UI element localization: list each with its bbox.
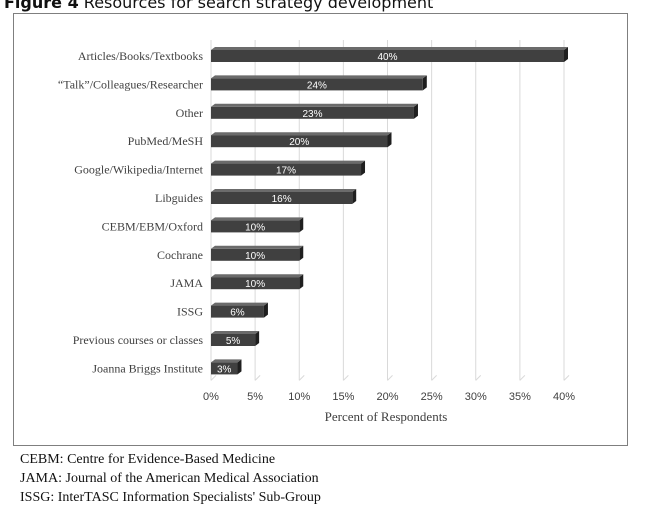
gridlines (210, 40, 570, 381)
bar-top (211, 331, 260, 334)
category-label: CEBM/EBM/Oxford (102, 219, 203, 233)
x-tick-labels: 0% 5% 10% 15% 20% 25% 30% 35% 40% (203, 391, 575, 403)
bar-top (211, 75, 427, 79)
data-label: 10% (245, 251, 265, 262)
bar-chart: 40% 24% 23% 20% 17% 16% 10% 10% 10% 6% 5% 3% Articl… (58, 40, 575, 424)
bar (211, 334, 256, 346)
gridline-depth (475, 375, 482, 381)
bar (211, 277, 300, 290)
footnotes: CEBM: Centre for Evidence-Based Medicine… (20, 450, 321, 507)
gridline-depth (431, 375, 437, 381)
data-label: 16% (272, 194, 292, 205)
data-label: 20% (289, 137, 309, 148)
bar (211, 220, 300, 233)
footnote-issg: ISSG: InterTASC Information Specialists'… (20, 490, 321, 505)
x-tick-label: 25% (421, 391, 443, 403)
gridline-depth (210, 375, 217, 381)
bar (211, 78, 423, 91)
bar-top (211, 160, 366, 164)
x-tick-label: 35% (509, 391, 531, 403)
data-label: 17% (276, 166, 296, 177)
bar-top (211, 302, 268, 306)
bar-side (361, 160, 366, 176)
figure-caption: Resources for search strategy developmen… (83, 0, 434, 12)
bar-side (422, 75, 427, 91)
bar (211, 106, 414, 119)
category-labels: Articles/Books/Textbooks “Talk”/Colleague… (58, 49, 204, 375)
category-label: “Talk”/Colleagues/Researcher (58, 77, 203, 91)
x-tick-label: 15% (332, 391, 354, 403)
category-label: Libguides (155, 191, 203, 205)
x-tick-label: 20% (376, 391, 398, 403)
data-label: 23% (302, 109, 322, 120)
category-label: ISSG (177, 305, 203, 319)
category-label: PubMed/MeSH (128, 134, 204, 148)
footnote-jama: JAMA: Journal of the American Medical As… (20, 471, 319, 486)
gridline-depth (387, 375, 393, 381)
bar-top (211, 47, 568, 50)
data-label: 24% (307, 80, 327, 91)
category-label: JAMA (170, 276, 203, 290)
bar-side (564, 47, 568, 62)
x-tick-label: 0% (203, 391, 219, 403)
bars: 40% 24% 23% 20% 17% 16% 10% 10% 10% 6% 5% 3% (211, 47, 568, 375)
bar-top (211, 132, 392, 136)
gridline-depth (343, 375, 349, 381)
figure-title: Figure 4 Resources for search strategy d… (4, 0, 433, 12)
category-label: Other (176, 106, 203, 120)
category-label: Google/Wikipedia/Internet (74, 163, 203, 177)
x-tick-label: 10% (288, 391, 310, 403)
bar-side (352, 189, 357, 204)
bar-top (211, 217, 304, 221)
footnote-cebm: CEBM: Centre for Evidence-Based Medicine (20, 452, 276, 467)
chart-frame: 40% 24% 23% 20% 17% 16% 10% 10% 10% 6% 5% 3% Articl… (13, 13, 628, 446)
gridline-depth (563, 375, 570, 381)
gridline-depth (298, 375, 305, 381)
bar-side (255, 331, 260, 346)
data-label: 5% (226, 336, 241, 347)
x-tick-label: 5% (247, 391, 263, 403)
bar-side (299, 217, 304, 233)
bar-side (413, 103, 418, 119)
data-label: 6% (230, 308, 245, 319)
bar (211, 135, 388, 148)
gridline-depth (519, 375, 526, 381)
category-label: Previous courses or classes (73, 333, 204, 347)
bar (211, 50, 564, 62)
bar-top (211, 189, 357, 192)
bar-top (211, 359, 242, 363)
bar-side (263, 302, 268, 318)
bar (211, 362, 238, 375)
bar (211, 163, 362, 176)
category-label: Joanna Briggs Institute (92, 361, 203, 375)
bar (211, 248, 300, 261)
bar-top (211, 103, 418, 107)
bar (211, 192, 353, 204)
bar-side (299, 245, 304, 261)
bar-side (299, 274, 304, 290)
bar-side (237, 359, 242, 375)
data-label: 3% (217, 364, 232, 375)
x-axis-title: Percent of Respondents (325, 409, 448, 424)
data-label: 10% (245, 222, 265, 233)
bar-top (211, 274, 304, 278)
figure-label: Figure 4 (4, 0, 79, 12)
x-tick-label: 40% (553, 391, 575, 403)
category-label: Cochrane (157, 248, 203, 262)
data-label: 40% (377, 52, 397, 63)
x-tick-label: 30% (465, 391, 487, 403)
bar-side (387, 132, 392, 148)
data-label: 10% (245, 279, 265, 290)
bar (211, 305, 264, 318)
category-label: Articles/Books/Textbooks (78, 49, 203, 63)
bar-top (211, 245, 304, 249)
gridline-depth (254, 375, 261, 381)
